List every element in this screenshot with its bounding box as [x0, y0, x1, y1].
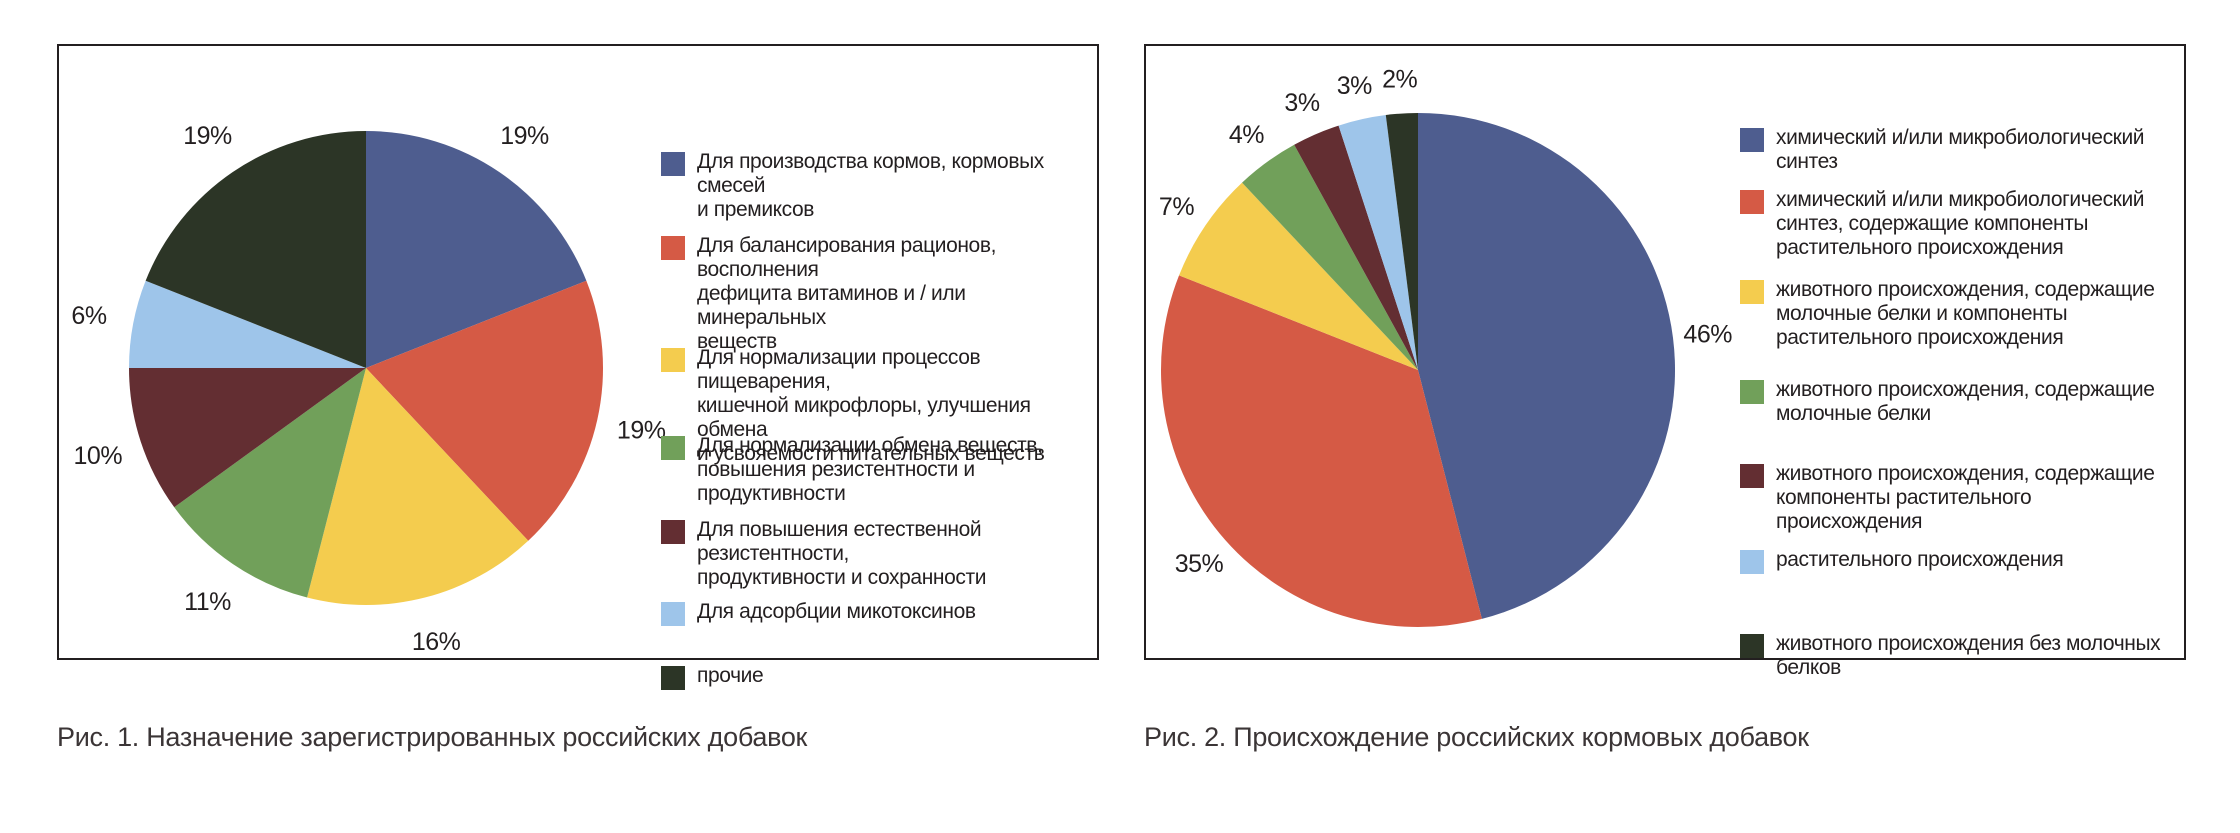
pie-slice [1294, 125, 1418, 370]
legend-label: Для адсорбции микотоксинов [697, 600, 976, 623]
legend-item: химический и/или микробиологический синт… [1740, 126, 2180, 174]
chart-panel-1: 19% 19% 16% 11% 10% 6% 19% Для производства ко… [57, 44, 1099, 690]
pie-slice [129, 368, 366, 508]
pie-chart-2: 46% 35% 7% 4% 3% 3% 2% [1159, 66, 1733, 628]
legend-swatch [661, 152, 685, 176]
legend-label: Для балансирования рационов, восполнения… [697, 234, 997, 353]
pie-slice [129, 280, 366, 368]
slice-percent-label: 19% [500, 122, 549, 150]
legend-label: химический и/или микробиологический синт… [1776, 126, 2145, 173]
slice-percent-label: 6% [71, 302, 106, 330]
slice-percent-label: 10% [74, 442, 123, 470]
legend-item: животного происхождения без молочных белк… [1740, 632, 2161, 680]
legend-item: Для нормализации процессов пищеварения, к… [661, 346, 1091, 466]
legend-item: животного происхождения, содержащие компо… [1740, 462, 2180, 534]
legend-label: Для нормализации процессов пищеварения, к… [697, 346, 1045, 465]
legend-label: Для нормализации обмена веществ, повышени… [697, 434, 1043, 505]
slice-percent-label: 3% [1337, 72, 1372, 100]
legend-swatch [661, 520, 685, 544]
legend-label: животного происхождения без молочных белк… [1776, 632, 2161, 679]
pie-slice [366, 280, 604, 541]
legend-swatch [661, 602, 685, 626]
slice-percent-label: 7% [1159, 193, 1194, 221]
legend-item: Для производства кормов, кормовых смесей… [661, 150, 1091, 222]
legend-item: Для нормализации обмена веществ, повышени… [661, 434, 1091, 506]
legend-label: животного происхождения, содержащие молоч… [1776, 278, 2155, 349]
slice-percent-label: 35% [1175, 550, 1224, 578]
pie-slice [1385, 113, 1418, 370]
pie-slice [307, 368, 529, 605]
legend-swatch [1740, 634, 1764, 658]
legend-label: химический и/или микробиологический синте… [1776, 188, 2145, 259]
pie-slice [1161, 275, 1482, 628]
legend-label: Для повышения естественной резистентност… [697, 518, 987, 589]
legend-swatch [1740, 550, 1764, 574]
legend-swatch [1740, 280, 1764, 304]
legend-swatch [1740, 190, 1764, 214]
legend-item: животного происхождения, содержащие молоч… [1740, 278, 2155, 350]
legend-item: Для повышения естественной резистентност… [661, 518, 1091, 590]
legend-label: прочие [697, 664, 764, 687]
slice-percent-label: 46% [1683, 320, 1732, 348]
legend-swatch [661, 236, 685, 260]
chart-panel-2: 46% 35% 7% 4% 3% 3% 2% химический и/или микроб… [1144, 44, 2186, 679]
slice-percent-label: 11% [184, 588, 231, 616]
legend-item: растительного происхождения [1740, 548, 2064, 574]
legend-swatch [1740, 464, 1764, 488]
legend-item: прочие [661, 664, 764, 690]
slice-percent-label: 19% [183, 122, 232, 150]
slice-percent-label: 3% [1284, 89, 1319, 117]
pie-slice [174, 368, 366, 598]
legend-label: животного происхождения, содержащие компо… [1776, 462, 2155, 533]
legend-item: химический и/или микробиологический синте… [1740, 188, 2145, 260]
figure-caption-1: Рис. 1. Назначение зарегистрированных ро… [57, 722, 808, 752]
slice-percent-label: 4% [1229, 121, 1264, 149]
pie-slice [145, 130, 366, 368]
pie-slice [1338, 115, 1418, 370]
pie-slice [1418, 113, 1676, 619]
legend-swatch [661, 666, 685, 690]
legend-label: Для производства кормов, кормовых смесей… [697, 150, 1044, 221]
legend-item: животного происхождения, содержащие молоч… [1740, 378, 2155, 426]
slice-percent-label: 2% [1382, 66, 1417, 94]
legend-swatch [1740, 380, 1764, 404]
pie-slice [1242, 144, 1418, 370]
slice-percent-label: 19% [617, 417, 666, 445]
legend-item: Для балансирования рационов, восполнения… [661, 234, 1091, 354]
legend-swatch [661, 436, 685, 460]
pie-slice [366, 131, 587, 368]
slice-percent-label: 16% [412, 628, 461, 656]
legend-swatch [1740, 128, 1764, 152]
legend-label: растительного происхождения [1776, 548, 2064, 571]
legend-label: животного происхождения, содержащие молоч… [1776, 378, 2155, 425]
pie-slice [1179, 182, 1418, 370]
legend-item: Для адсорбции микотоксинов [661, 600, 976, 626]
pie-chart-1: 19% 19% 16% 11% 10% 6% 19% [71, 122, 666, 656]
legend-swatch [661, 348, 685, 372]
figure-caption-2: Рис. 2. Происхождение российских кормовы… [1144, 722, 1809, 752]
